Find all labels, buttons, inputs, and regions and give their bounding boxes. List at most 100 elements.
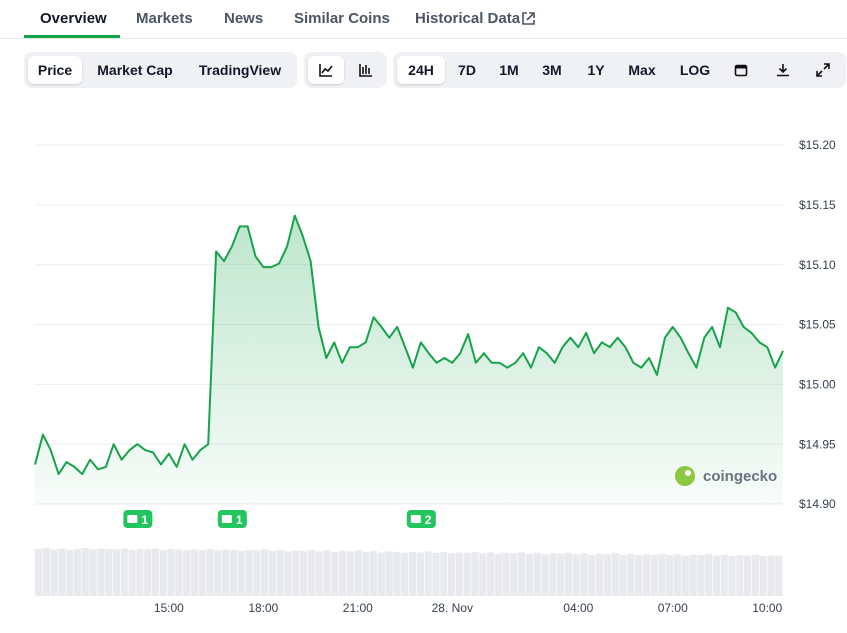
watermark: coingecko <box>675 466 777 486</box>
volume-bar <box>331 551 339 596</box>
volume-bar <box>112 549 121 596</box>
download-icon <box>777 64 789 77</box>
volume-bar <box>447 553 456 596</box>
download-button[interactable] <box>767 56 799 84</box>
range-button[interactable]: 3M <box>542 62 562 78</box>
tab[interactable]: Historical Data <box>415 10 521 27</box>
candle-icon <box>359 64 372 77</box>
x-tick-label: 18:00 <box>248 601 278 615</box>
volume-bar <box>697 555 705 596</box>
range-button[interactable]: LOG <box>679 62 711 78</box>
tab[interactable]: Overview <box>40 10 107 27</box>
line-icon <box>319 64 333 77</box>
volume-bar <box>50 549 58 596</box>
event-badge[interactable]: 1 <box>217 510 247 528</box>
range-button[interactable]: 1Y <box>587 62 605 78</box>
x-tick-label: 21:00 <box>343 601 373 615</box>
volume-bar <box>627 553 635 596</box>
view-button[interactable]: TradingView <box>198 62 282 78</box>
volume-bar <box>440 551 448 596</box>
volume-bar <box>666 555 674 596</box>
tab[interactable]: Similar Coins <box>294 10 390 27</box>
view-group: Price Market Cap TradingView <box>24 52 297 88</box>
range-button[interactable]: 1M <box>499 62 519 78</box>
volume-bar <box>81 548 89 596</box>
volume-bar <box>611 553 619 596</box>
volume-bar <box>720 554 728 596</box>
volume-bar <box>416 552 424 596</box>
event-icon <box>127 515 138 523</box>
view-button[interactable]: Market Cap <box>97 62 173 78</box>
y-tick-label: $15.20 <box>799 138 836 152</box>
volume-bar <box>89 549 97 596</box>
fullscreen-icon <box>816 63 830 77</box>
event-badge[interactable]: 2 <box>406 510 436 528</box>
volume-bar <box>354 550 362 596</box>
view-button[interactable]: Price <box>28 56 82 84</box>
volume-bar <box>66 549 74 596</box>
volume-bar <box>401 552 409 596</box>
volume-bar <box>183 550 191 596</box>
volume-bar <box>557 553 565 596</box>
calendar-button[interactable] <box>725 56 757 84</box>
range-button[interactable]: Max <box>628 62 656 78</box>
volume-bar <box>463 552 471 596</box>
volume-bar <box>767 555 775 596</box>
volume-bar <box>619 554 627 596</box>
volume-bar <box>190 549 199 596</box>
volume-bar <box>432 552 440 596</box>
volume-bar <box>268 550 276 596</box>
volume-bar <box>385 551 393 596</box>
volume-bar <box>128 549 136 596</box>
volume-bar <box>673 554 682 596</box>
volume-bar <box>377 552 386 596</box>
volume-bar <box>370 550 378 596</box>
volume-bar <box>159 549 167 596</box>
candle-chart-button[interactable] <box>348 56 384 84</box>
volume-bar <box>338 550 347 596</box>
volume-bar <box>105 548 113 596</box>
event-badge-bg <box>406 510 436 528</box>
volume-bar <box>393 551 401 596</box>
range-button[interactable]: 7D <box>458 62 476 78</box>
volume-bar <box>276 549 284 596</box>
volume-bar <box>549 553 557 596</box>
volume-bar <box>206 548 214 596</box>
x-tick-label: 15:00 <box>154 601 184 615</box>
event-badge-bg <box>123 510 153 528</box>
y-tick-label: $14.95 <box>799 437 836 451</box>
y-tick-label: $15.00 <box>799 378 836 392</box>
watermark-text: coingecko <box>703 468 777 485</box>
volume-bar <box>634 555 643 596</box>
tab[interactable]: News <box>224 10 264 27</box>
event-badge[interactable]: 1 <box>123 510 153 528</box>
volume-bar <box>518 552 526 596</box>
line-chart-button[interactable] <box>308 56 344 84</box>
volume-bar <box>424 551 432 596</box>
volume-bar <box>533 552 541 596</box>
volume-bar <box>588 554 596 596</box>
volume-bar <box>229 549 237 596</box>
range-button[interactable]: 24H <box>397 56 445 84</box>
volume-bar <box>35 548 43 596</box>
volume-bar <box>658 553 666 596</box>
price-line <box>34 214 784 476</box>
volume-bar <box>260 549 269 596</box>
volume-bar <box>144 549 152 596</box>
event-badge-bg <box>217 510 247 528</box>
tab[interactable]: Markets <box>136 10 193 27</box>
active-underline <box>24 35 120 38</box>
fullscreen-button[interactable] <box>807 56 839 84</box>
volume-bar <box>705 554 713 596</box>
volume-bar <box>596 553 604 596</box>
volume-bar <box>736 555 744 596</box>
volume-bar <box>175 549 183 596</box>
x-tick-label: 04:00 <box>563 601 593 615</box>
volume-bar <box>681 555 689 596</box>
volume-bar <box>728 556 736 596</box>
volume-bar <box>603 554 611 596</box>
x-tick-label: 10:00 <box>752 601 782 615</box>
